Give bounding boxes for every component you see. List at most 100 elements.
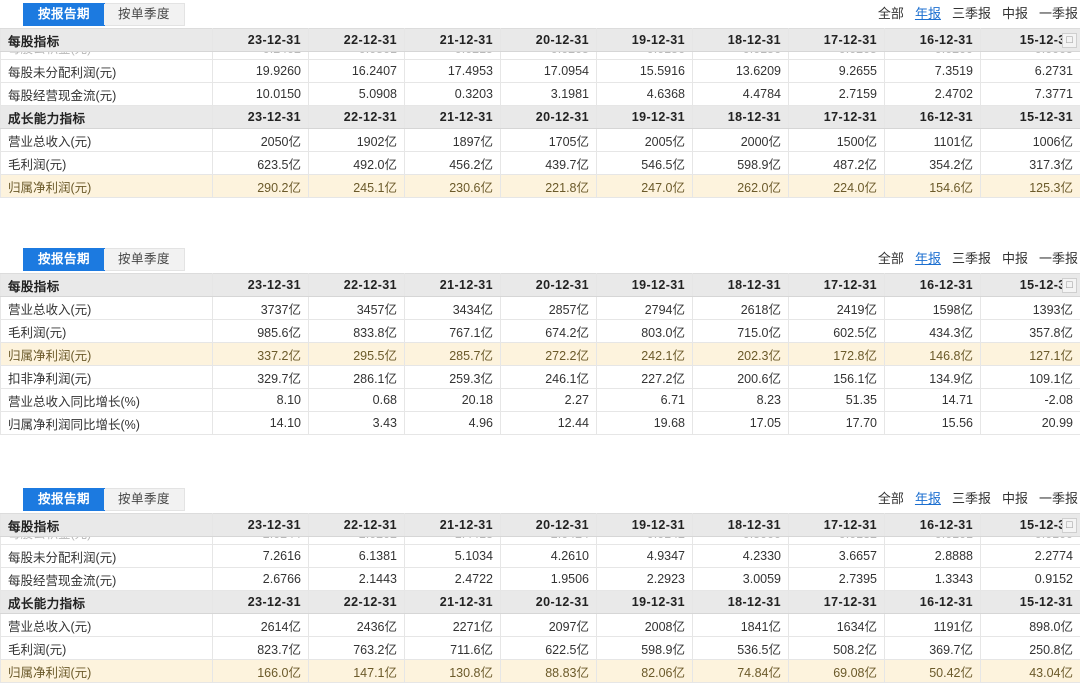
filter-q3-report-2[interactable]: 三季报	[951, 251, 991, 266]
filter-all-3[interactable]: 全部	[877, 491, 904, 506]
row-value: 290.2亿	[212, 174, 309, 198]
row-value: 1902亿	[308, 128, 405, 152]
col-header-date-0: 23-12-31	[212, 590, 309, 614]
tab-by-report-period[interactable]: 按报告期	[24, 4, 105, 25]
tab-by-single-quarter-3[interactable]: 按单季度	[104, 489, 185, 510]
report-type-filters[interactable]: 全部 年报 三季报 中报 一季报	[878, 3, 1078, 22]
row-value: 17.4953	[404, 59, 501, 83]
table-row: 毛利润(元) 823.7亿 763.2亿 711.6亿 622.5亿 598.9亿 536.…	[0, 636, 1080, 660]
row-value: 295.5亿	[308, 342, 405, 366]
row-value: 711.6亿	[404, 636, 501, 660]
row-value: 3.0059	[692, 567, 789, 591]
row-value: 0.0205	[788, 51, 885, 60]
row-label: 每股未分配利润(元)	[0, 544, 213, 568]
row-value: 2794亿	[596, 296, 693, 320]
report-type-filters-3[interactable]: 全部 年报 三季报 中报 一季报	[878, 488, 1078, 507]
col-header-2-date-4: 19-12-31	[596, 273, 693, 297]
row-value: 200.6亿	[692, 365, 789, 389]
row-value: 247.0亿	[596, 174, 693, 198]
row-value: 4.6368	[596, 82, 693, 106]
report-block-2: 按报告期 按单季度 全部 年报 三季报 中报 一季报 每股指标 23-12-31…	[0, 245, 1080, 435]
table-row: 归属净利润(元) 337.2亿 295.5亿 285.7亿 272.2亿 242.1亿 20…	[0, 342, 1080, 366]
row-value: 4.2610	[500, 544, 597, 568]
table-row: 毛利润(元) 623.5亿 492.0亿 456.2亿 439.7亿 546.5亿 598.…	[0, 151, 1080, 175]
filter-interim-report-2[interactable]: 中报	[1001, 251, 1028, 266]
expand-icon[interactable]: ☐	[1062, 33, 1077, 48]
row-value: 0.3203	[404, 82, 501, 106]
period-mode-tabs-2[interactable]: 按报告期 按单季度	[23, 248, 186, 271]
row-value: 0.0101	[884, 536, 981, 545]
filter-annual-report-2[interactable]: 年报	[914, 251, 941, 266]
table-row: 营业总收入(元) 3737亿 3457亿 3434亿 2857亿 2794亿 2618亿 24…	[0, 296, 1080, 320]
row-value: 15.5916	[596, 59, 693, 83]
filter-q3-report-3[interactable]: 三季报	[951, 491, 991, 506]
row-value: 286.1亿	[308, 365, 405, 389]
tab-by-single-quarter-2[interactable]: 按单季度	[104, 249, 185, 270]
row-value: 508.2亿	[788, 636, 885, 660]
tab-by-report-period-2[interactable]: 按报告期	[24, 249, 105, 270]
row-value: 2.0424	[500, 536, 597, 545]
col-header-3-date-6: 17-12-31	[788, 513, 885, 537]
row-value: 1393亿	[980, 296, 1080, 320]
col-header-date-4: 19-12-31	[596, 28, 693, 52]
table-1-body: 每股公积金(元)0.24020.08010.02150.02050.01560.…	[0, 51, 1080, 198]
col-header-date-3: 20-12-31	[500, 590, 597, 614]
row-value: 833.8亿	[308, 319, 405, 343]
table-row: 营业总收入(元) 2050亿 1902亿 1897亿 1705亿 2005亿 2000亿 15…	[0, 128, 1080, 152]
col-header-metric: 成长能力指标	[0, 105, 213, 129]
row-label: 归属净利润(元)	[0, 342, 213, 366]
row-label: 归属净利润(元)	[0, 174, 213, 198]
row-value: 9.2655	[788, 59, 885, 83]
filter-q1-report-2[interactable]: 一季报	[1038, 251, 1078, 266]
filter-interim-report-3[interactable]: 中报	[1001, 491, 1028, 506]
row-value: 3.43	[308, 411, 405, 435]
filter-interim-report[interactable]: 中报	[1001, 6, 1028, 21]
col-header-date-1: 22-12-31	[308, 590, 405, 614]
row-value: 242.1亿	[596, 342, 693, 366]
row-value: 622.5亿	[500, 636, 597, 660]
row-value: 4.4784	[692, 82, 789, 106]
row-label: 毛利润(元)	[0, 319, 213, 343]
filter-q1-report-3[interactable]: 一季报	[1038, 491, 1078, 506]
row-value: 221.8亿	[500, 174, 597, 198]
row-value: 19.9260	[212, 59, 309, 83]
row-value: 43.04亿	[980, 659, 1080, 683]
table-row: 营业总收入同比增长(%) 8.10 0.68 20.18 2.27 6.71 8.23 51.…	[0, 388, 1080, 412]
filter-q1-report[interactable]: 一季报	[1038, 6, 1078, 21]
row-value: 985.6亿	[212, 319, 309, 343]
row-label: 营业总收入(元)	[0, 296, 213, 320]
filter-annual-report-3[interactable]: 年报	[914, 491, 941, 506]
expand-icon-3[interactable]: ☐	[1062, 518, 1077, 533]
row-value: 0.0801	[308, 51, 405, 60]
filter-all-2[interactable]: 全部	[877, 251, 904, 266]
row-value: 1500亿	[788, 128, 885, 152]
block-3-toolbar: 按报告期 按单季度 全部 年报 三季报 中报 一季报	[0, 485, 1080, 513]
filter-annual-report[interactable]: 年报	[914, 6, 941, 21]
filter-all[interactable]: 全部	[877, 6, 904, 21]
report-type-filters-2[interactable]: 全部 年报 三季报 中报 一季报	[878, 248, 1078, 267]
col-header-date-8: 15-12-31	[980, 105, 1080, 129]
tab-by-single-quarter[interactable]: 按单季度	[104, 4, 185, 25]
col-header-3-date-7: 16-12-31	[884, 513, 981, 537]
col-header-metric: 每股指标	[0, 28, 213, 52]
period-mode-tabs-3[interactable]: 按报告期 按单季度	[23, 488, 186, 511]
row-value: 2419亿	[788, 296, 885, 320]
report-block-1: 按报告期 按单季度 全部 年报 三季报 中报 一季报 每股指标 23-12-31…	[0, 0, 1080, 198]
table-1-growth-header-row: 成长能力指标 23-12-31 22-12-31 21-12-31 20-12-31 19…	[0, 105, 1080, 129]
table-row: 归属净利润(元) 166.0亿 147.1亿 130.8亿 88.83亿 82.06亿 74…	[0, 659, 1080, 683]
table-3-body: 每股公积金(元)2.02442.02021.44132.04240.01420.…	[0, 536, 1080, 683]
row-value: 3737亿	[212, 296, 309, 320]
filter-q3-report[interactable]: 三季报	[951, 6, 991, 21]
period-mode-tabs[interactable]: 按报告期 按单季度	[23, 3, 186, 26]
row-value: 130.8亿	[404, 659, 501, 683]
expand-icon-2[interactable]: ☐	[1062, 278, 1077, 293]
block-1-toolbar: 按报告期 按单季度 全部 年报 三季报 中报 一季报	[0, 0, 1080, 28]
row-value: 250.8亿	[980, 636, 1080, 660]
col-header-2-date-0: 23-12-31	[212, 273, 309, 297]
col-header-date-0: 23-12-31	[212, 105, 309, 129]
tab-by-report-period-3[interactable]: 按报告期	[24, 489, 105, 510]
row-label: 每股未分配利润(元)	[0, 59, 213, 83]
row-value: 2.1443	[308, 567, 405, 591]
row-value: 7.3519	[884, 59, 981, 83]
row-value: 0.0156	[596, 51, 693, 60]
